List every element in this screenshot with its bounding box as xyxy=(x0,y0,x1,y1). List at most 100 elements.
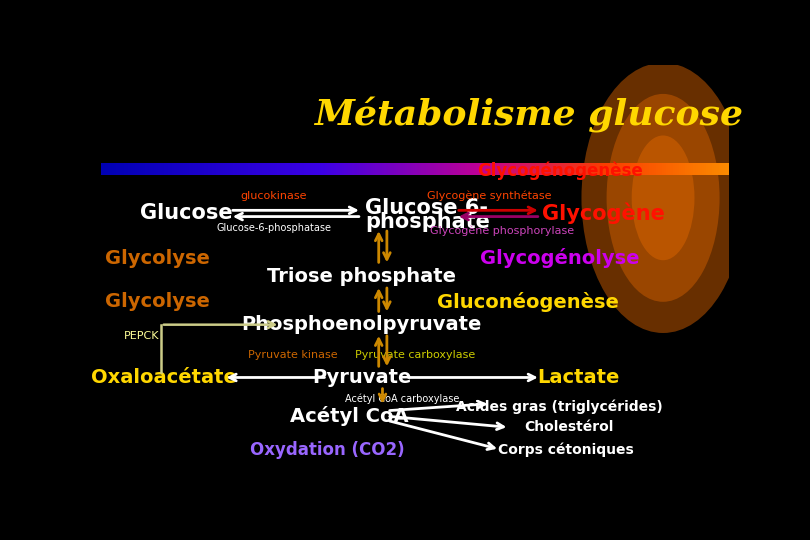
Ellipse shape xyxy=(582,63,744,333)
Text: Lactate: Lactate xyxy=(537,368,620,387)
Bar xyxy=(501,163,504,175)
Bar xyxy=(108,163,110,175)
Text: Corps cétoniques: Corps cétoniques xyxy=(498,443,633,457)
Bar xyxy=(300,163,303,175)
Bar xyxy=(317,163,319,175)
Bar xyxy=(679,163,681,175)
Bar xyxy=(541,163,544,175)
Bar xyxy=(434,163,437,175)
Bar xyxy=(438,163,441,175)
Bar xyxy=(240,163,242,175)
Bar xyxy=(399,163,401,175)
Bar xyxy=(249,163,253,175)
Bar xyxy=(727,163,730,175)
Bar xyxy=(650,163,652,175)
Bar xyxy=(595,163,598,175)
Bar xyxy=(348,163,351,175)
Bar xyxy=(589,163,591,175)
Bar xyxy=(116,163,118,175)
Bar xyxy=(219,163,221,175)
Bar xyxy=(369,163,372,175)
Bar xyxy=(463,163,466,175)
Bar xyxy=(298,163,301,175)
Bar xyxy=(497,163,500,175)
Text: Acétyl CoA carboxylase: Acétyl CoA carboxylase xyxy=(345,393,460,403)
Text: Glucose: Glucose xyxy=(139,203,232,223)
Bar xyxy=(712,163,715,175)
Bar xyxy=(252,163,254,175)
Bar xyxy=(697,163,701,175)
Bar xyxy=(716,163,719,175)
Bar xyxy=(325,163,328,175)
Bar xyxy=(535,163,537,175)
Bar xyxy=(237,163,240,175)
Bar xyxy=(691,163,694,175)
Bar xyxy=(478,163,480,175)
Bar xyxy=(626,163,629,175)
Bar xyxy=(606,163,608,175)
Text: Oxydation (CO2): Oxydation (CO2) xyxy=(250,441,404,459)
Bar xyxy=(490,163,493,175)
Bar xyxy=(708,163,711,175)
Bar xyxy=(310,163,313,175)
Bar xyxy=(181,163,184,175)
Bar xyxy=(654,163,656,175)
Bar xyxy=(266,163,269,175)
Bar xyxy=(375,163,378,175)
Bar xyxy=(220,163,224,175)
Text: Métabolisme glucose: Métabolisme glucose xyxy=(313,97,743,133)
Bar xyxy=(147,163,150,175)
Bar xyxy=(377,163,380,175)
Bar xyxy=(158,163,160,175)
Bar xyxy=(342,163,344,175)
Bar xyxy=(411,163,414,175)
Bar xyxy=(260,163,263,175)
Bar xyxy=(484,163,487,175)
Bar xyxy=(143,163,146,175)
Text: Acétyl CoA: Acétyl CoA xyxy=(290,406,408,426)
Bar xyxy=(625,163,627,175)
Bar xyxy=(415,163,418,175)
Bar xyxy=(174,163,177,175)
Bar xyxy=(233,163,236,175)
Bar xyxy=(693,163,696,175)
Bar xyxy=(565,163,569,175)
Bar xyxy=(599,163,602,175)
Bar xyxy=(430,163,433,175)
Bar xyxy=(593,163,595,175)
Bar xyxy=(518,163,520,175)
Bar xyxy=(471,163,475,175)
Bar xyxy=(710,163,713,175)
Bar xyxy=(407,163,410,175)
Bar xyxy=(480,163,483,175)
Bar xyxy=(120,163,123,175)
Bar xyxy=(522,163,525,175)
Bar xyxy=(467,163,470,175)
Bar xyxy=(639,163,642,175)
Bar xyxy=(520,163,522,175)
Bar xyxy=(331,163,335,175)
Bar xyxy=(424,163,426,175)
Bar xyxy=(334,163,336,175)
Bar xyxy=(288,163,290,175)
Bar xyxy=(373,163,376,175)
Bar xyxy=(488,163,491,175)
Bar xyxy=(556,163,558,175)
Bar xyxy=(338,163,340,175)
Bar xyxy=(526,163,529,175)
Bar xyxy=(646,163,648,175)
Bar xyxy=(122,163,125,175)
Bar xyxy=(568,163,570,175)
Bar xyxy=(528,163,531,175)
Bar xyxy=(622,163,625,175)
Bar xyxy=(164,163,167,175)
Bar xyxy=(509,163,512,175)
Bar xyxy=(428,163,430,175)
Bar xyxy=(585,163,587,175)
Bar xyxy=(631,163,633,175)
Bar xyxy=(275,163,278,175)
Bar xyxy=(313,163,315,175)
Bar xyxy=(660,163,663,175)
Bar xyxy=(363,163,365,175)
Bar xyxy=(105,163,109,175)
